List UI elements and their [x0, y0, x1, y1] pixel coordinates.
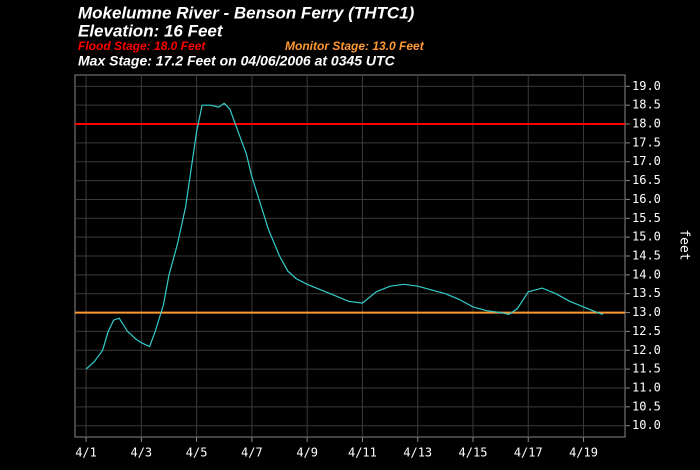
x-tick-label: 4/1 [75, 446, 97, 460]
max-stage-text: Max Stage: 17.2 Feet on 04/06/2006 at 03… [78, 53, 396, 69]
y-tick-label: 17.0 [632, 154, 661, 168]
y-tick-label: 17.5 [632, 135, 661, 149]
y-tick-label: 12.5 [632, 324, 661, 338]
y-tick-label: 11.5 [632, 362, 661, 376]
y-tick-label: 16.0 [632, 192, 661, 206]
x-tick-label: 4/13 [403, 446, 432, 460]
data-line [85, 102, 604, 370]
x-tick-label: 4/15 [459, 446, 488, 460]
y-tick-label: 16.5 [632, 173, 661, 187]
y-tick-label: 10.0 [632, 418, 661, 432]
y-tick-label: 15.0 [632, 230, 661, 244]
y-tick-label: 18.5 [632, 98, 661, 112]
x-tick-label: 4/17 [514, 446, 543, 460]
flood-stage-text: Flood Stage: 18.0 Feet [78, 39, 206, 53]
monitor-stage-text: Monitor Stage: 13.0 Feet [285, 39, 425, 53]
x-tick-label: 4/7 [241, 446, 263, 460]
y-tick-label: 11.0 [632, 380, 661, 394]
y-axis-label: feet [677, 229, 692, 260]
y-tick-label: 19.0 [632, 79, 661, 93]
y-tick-label: 15.5 [632, 211, 661, 225]
x-tick-label: 4/3 [130, 446, 152, 460]
y-tick-label: 10.5 [632, 399, 661, 413]
y-tick-label: 13.0 [632, 305, 661, 319]
chart-title: Mokelumne River - Benson Ferry (THTC1) [78, 3, 415, 22]
y-tick-label: 14.5 [632, 249, 661, 263]
y-tick-label: 13.5 [632, 286, 661, 300]
x-tick-label: 4/11 [348, 446, 377, 460]
y-tick-label: 14.0 [632, 267, 661, 281]
x-tick-label: 4/19 [569, 446, 598, 460]
y-tick-label: 18.0 [632, 117, 661, 131]
x-tick-label: 4/9 [296, 446, 318, 460]
chart-subtitle: Elevation: 16 Feet [78, 21, 224, 40]
y-tick-label: 12.0 [632, 343, 661, 357]
x-tick-label: 4/5 [186, 446, 208, 460]
